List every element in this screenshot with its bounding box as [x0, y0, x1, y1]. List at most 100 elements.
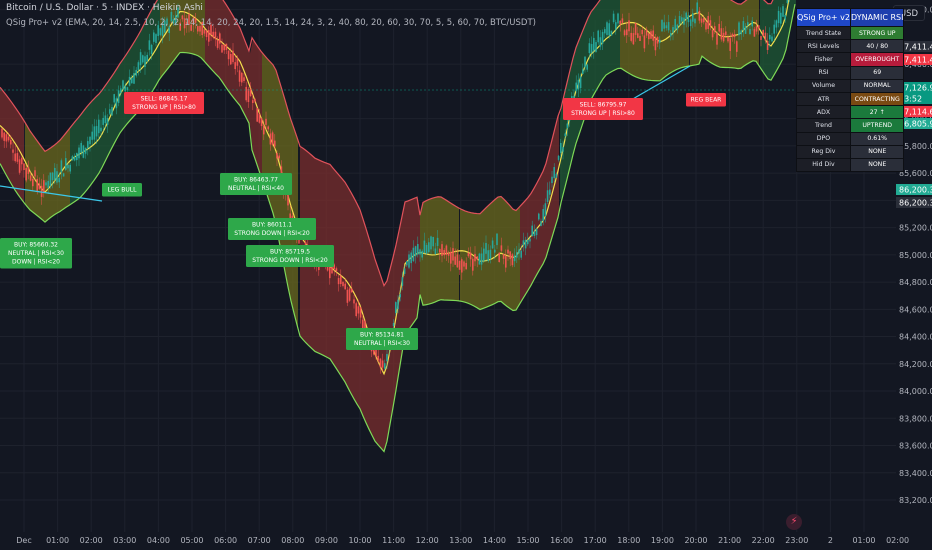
- candle-body: [608, 23, 610, 36]
- candle-body: [610, 30, 613, 36]
- candle-body: [439, 248, 441, 253]
- price-tag-text: 86,805.91: [899, 120, 932, 129]
- signal-label-text: STRONG UP | RSI>80: [571, 110, 635, 117]
- candle-body: [663, 22, 665, 29]
- candle-body: [755, 26, 758, 32]
- candle-body: [727, 37, 729, 42]
- candle-body: [705, 22, 707, 30]
- price-tag-text: 87,411.44: [899, 56, 932, 65]
- candle-body: [423, 240, 426, 254]
- signal-label-text: BUY: 86463.77: [234, 177, 278, 184]
- candle-body: [780, 12, 782, 24]
- time-tick-label: 06:00: [214, 536, 237, 545]
- candle-body: [474, 253, 476, 262]
- candle-body: [135, 69, 137, 76]
- candle-body: [247, 88, 250, 103]
- candle-body: [175, 15, 177, 24]
- candle-body: [753, 28, 756, 37]
- dashboard-row: Hid Div NONE: [796, 157, 905, 173]
- candle-body: [577, 79, 580, 90]
- candle-body: [458, 260, 461, 270]
- candle-body: [333, 264, 335, 269]
- candle-body: [700, 18, 703, 23]
- candle-body: [590, 44, 593, 53]
- candle-body: [648, 33, 650, 40]
- candle-body: [419, 249, 421, 255]
- candle-body: [38, 183, 41, 189]
- dashboard-row: Fisher OVERBOUGHT: [796, 52, 905, 67]
- candle-body: [553, 167, 555, 179]
- candle-body: [637, 33, 639, 38]
- candle-body: [414, 246, 417, 257]
- candle-body: [379, 358, 382, 368]
- price-tick-label: 83,200.00: [899, 496, 932, 505]
- candle-body: [733, 34, 736, 38]
- candle-body: [263, 125, 265, 135]
- band-segment: [520, 112, 559, 304]
- signal-label-bg: [346, 328, 418, 350]
- candle-body: [298, 239, 300, 244]
- candle-body: [256, 108, 258, 122]
- candle-body: [443, 249, 445, 256]
- candle-body: [10, 140, 12, 145]
- price-tick-label: 83,600.00: [899, 442, 932, 451]
- candle-body: [744, 26, 747, 34]
- candle-body: [696, 2, 698, 13]
- candle-body: [461, 259, 463, 273]
- candle-body: [621, 18, 624, 23]
- time-axis-bg: [0, 532, 932, 550]
- candle-body: [494, 249, 496, 253]
- candle-body: [738, 22, 740, 36]
- candle-body: [659, 39, 661, 43]
- candle-body: [656, 37, 659, 44]
- alert-bolt-icon[interactable]: ⚡: [786, 514, 802, 530]
- candle-body: [562, 147, 564, 152]
- price-tag: 86,805.91: [896, 118, 932, 129]
- price-tag-bg: [896, 54, 932, 65]
- candle-body: [194, 18, 197, 23]
- candle-body: [32, 178, 34, 187]
- candle-body: [549, 189, 551, 195]
- candle-body: [674, 19, 676, 30]
- candle-body: [43, 180, 45, 193]
- candle-body: [278, 155, 280, 159]
- candle-body: [465, 262, 467, 270]
- candle-body: [212, 31, 214, 38]
- candle-body: [777, 10, 780, 24]
- candle-body: [500, 245, 503, 251]
- dashboard-row: Trend UPTREND: [796, 118, 905, 133]
- candle-body: [87, 141, 89, 148]
- candle-body: [106, 118, 109, 125]
- time-tick-label: 11:00: [382, 536, 405, 545]
- dashboard-row: ATR CONTRACTING: [796, 91, 905, 107]
- indicator-legend[interactable]: QSig Pro+ v2 (EMA, 20, 14, 2.5, 10, 2, -…: [6, 18, 536, 28]
- candle-body: [434, 248, 437, 255]
- candle-body: [487, 250, 489, 262]
- candle-body: [421, 250, 423, 258]
- volatility-bands: [0, 0, 796, 453]
- candle-body: [109, 109, 111, 114]
- candle-body: [683, 17, 685, 25]
- candle-body: [210, 24, 212, 35]
- candle-body: [617, 13, 619, 24]
- candle-body: [126, 87, 129, 91]
- candle-body: [179, 22, 181, 31]
- signal-label-bg: [563, 98, 643, 120]
- signal-label-text: STRONG DOWN | RSI<20: [252, 257, 328, 264]
- candle-body: [89, 136, 91, 145]
- dashboard-title: QSig Pro+ v2: [796, 8, 851, 27]
- candle-body: [384, 363, 386, 369]
- candle-body: [5, 134, 8, 142]
- dashboard-key: Hid Div: [796, 157, 851, 173]
- divergence-line: [0, 185, 103, 202]
- candle-body: [93, 126, 96, 140]
- candle-body: [351, 288, 353, 293]
- candle-body: [632, 33, 635, 45]
- symbol-title[interactable]: Bitcoin / U.S. Dollar · 5 · INDEX · Heik…: [6, 3, 203, 13]
- price-tick-label: 85,800.00: [899, 142, 932, 151]
- candle-body: [58, 177, 60, 183]
